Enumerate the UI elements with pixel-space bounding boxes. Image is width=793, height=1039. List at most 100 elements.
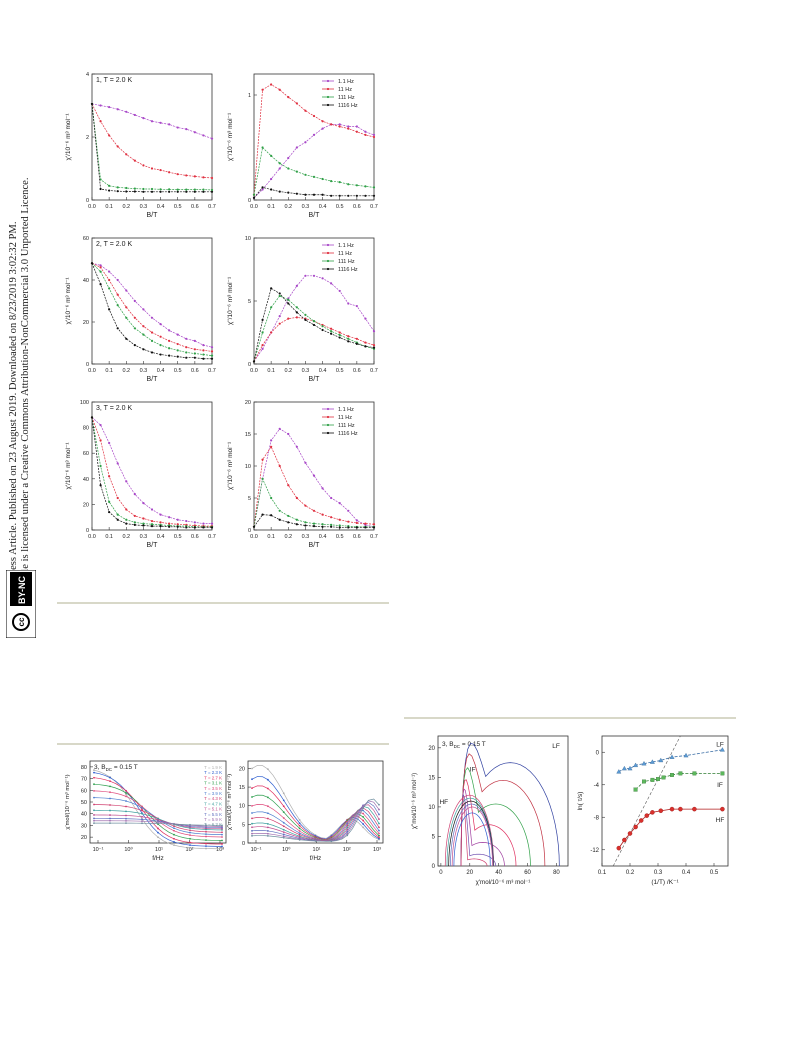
legend-label: 1.1 Hz bbox=[338, 79, 354, 85]
data-point bbox=[142, 524, 145, 527]
panel-title: 1, T = 2.0 K bbox=[96, 77, 132, 84]
data-point bbox=[270, 514, 273, 517]
data-point bbox=[133, 299, 136, 303]
data-point bbox=[282, 835, 285, 838]
panel-title-main: 3, B bbox=[94, 764, 106, 771]
data-point bbox=[93, 809, 95, 812]
data-point bbox=[125, 190, 128, 193]
data-point bbox=[621, 765, 627, 771]
cole-cole-curve bbox=[453, 812, 491, 867]
data-point bbox=[252, 360, 256, 363]
x-axis-label: B/T bbox=[309, 376, 321, 383]
data-point bbox=[176, 518, 179, 521]
data-point bbox=[378, 822, 380, 825]
y-tick-label: -8 bbox=[594, 815, 600, 821]
series-line bbox=[253, 514, 374, 528]
x-tick-label: 0.7 bbox=[370, 368, 378, 374]
data-point bbox=[125, 789, 127, 792]
data-point bbox=[205, 824, 207, 827]
data-point bbox=[221, 836, 223, 838]
y-tick-label: 20 bbox=[428, 746, 435, 752]
data-point bbox=[282, 836, 285, 839]
if-label: IF bbox=[470, 766, 476, 773]
cole-cole-curve bbox=[460, 742, 560, 867]
data-point bbox=[202, 353, 205, 356]
data-point bbox=[125, 819, 127, 822]
data-point bbox=[261, 331, 264, 334]
data-point bbox=[202, 526, 205, 529]
data-point bbox=[205, 842, 207, 845]
data-point bbox=[93, 817, 95, 820]
chart-2-chi-prime: 0.0 0.1 0.2 0.3 0.4 0.5 0.6 0.7 0 20 40 60 B/T χ'/10⁻… bbox=[65, 236, 216, 383]
data-point bbox=[150, 316, 154, 319]
data-point bbox=[295, 518, 298, 521]
data-point bbox=[93, 814, 95, 816]
data-point bbox=[185, 346, 188, 349]
data-point bbox=[133, 190, 136, 193]
series-line bbox=[253, 428, 375, 528]
data-point bbox=[298, 827, 301, 830]
series-line bbox=[253, 287, 375, 362]
data-point bbox=[304, 524, 307, 527]
data-point bbox=[221, 839, 223, 842]
chart-arrhenius: 0.1 0.2 0.3 0.4 0.5 0 -4 -8 -12 (1/T) /K⁻¹ ln( τ/s… bbox=[577, 735, 729, 886]
data-point bbox=[99, 264, 102, 267]
data-point bbox=[141, 808, 143, 811]
data-point bbox=[221, 833, 223, 836]
data-point bbox=[649, 759, 655, 764]
x-tick-label: 10² bbox=[186, 847, 194, 853]
y-axis-label: ln( τ/s) bbox=[577, 792, 584, 811]
data-point bbox=[312, 474, 316, 477]
fig-b-left: 10⁻¹ 10⁰ 10¹ 10² 10³ f/Hz χ'mol/(10⁻⁶ m³ mol⁻¹… bbox=[60, 755, 230, 865]
data-point bbox=[159, 121, 162, 124]
x-tick-label: 10⁻¹ bbox=[251, 847, 262, 853]
cc-by-nc-badge[interactable]: cc BY-NC bbox=[6, 570, 36, 638]
y-tick-label: 0 bbox=[432, 864, 436, 870]
data-point bbox=[193, 190, 196, 193]
data-point bbox=[312, 274, 316, 277]
x-tick-label: 0.1 bbox=[598, 870, 607, 876]
licence-notice[interactable]: This article is licensed under a Creativ… bbox=[20, 177, 31, 612]
data-point bbox=[347, 183, 350, 186]
data-point bbox=[159, 335, 162, 338]
data-point bbox=[298, 838, 301, 841]
data-point bbox=[378, 837, 380, 840]
fig-a-panel-4: 0.0 0.1 0.2 0.3 0.4 0.5 0.6 0.7 0 5 10 B/T χ''/10⁻⁶ … bbox=[222, 232, 382, 392]
data-point bbox=[108, 184, 111, 187]
data-point bbox=[205, 830, 207, 833]
data-point bbox=[221, 845, 223, 848]
data-point bbox=[168, 188, 171, 191]
y-tick-label: 50 bbox=[81, 800, 87, 806]
data-point bbox=[321, 513, 324, 516]
x-tick-label: 0.6 bbox=[353, 534, 361, 540]
data-point bbox=[108, 189, 111, 192]
data-point bbox=[189, 831, 191, 834]
data-point bbox=[99, 104, 102, 107]
data-point bbox=[108, 270, 111, 273]
data-point bbox=[90, 102, 94, 106]
data-point bbox=[372, 526, 376, 529]
data-point bbox=[355, 304, 358, 308]
data-point bbox=[321, 523, 324, 526]
x-tick-label: 10⁻¹ bbox=[93, 847, 104, 853]
data-point bbox=[346, 834, 349, 837]
y-tick-label: 100 bbox=[80, 400, 89, 406]
data-point bbox=[185, 337, 188, 340]
data-point bbox=[125, 316, 128, 319]
y-tick-label: 20 bbox=[83, 320, 89, 326]
data-point bbox=[159, 521, 162, 524]
data-point bbox=[362, 819, 365, 822]
data-point bbox=[125, 522, 128, 525]
data-point bbox=[270, 445, 273, 448]
data-point bbox=[355, 342, 358, 345]
data-point bbox=[338, 333, 341, 337]
data-point bbox=[362, 812, 365, 815]
data-point bbox=[362, 816, 365, 818]
data-point bbox=[364, 185, 367, 188]
data-point bbox=[116, 145, 119, 148]
x-tick-label: 0.7 bbox=[208, 204, 216, 210]
y-axis-label: χ''/10⁻⁶ m³ mol⁻¹ bbox=[227, 112, 234, 161]
data-point bbox=[622, 837, 627, 843]
data-point bbox=[282, 825, 285, 828]
data-point bbox=[633, 787, 638, 792]
